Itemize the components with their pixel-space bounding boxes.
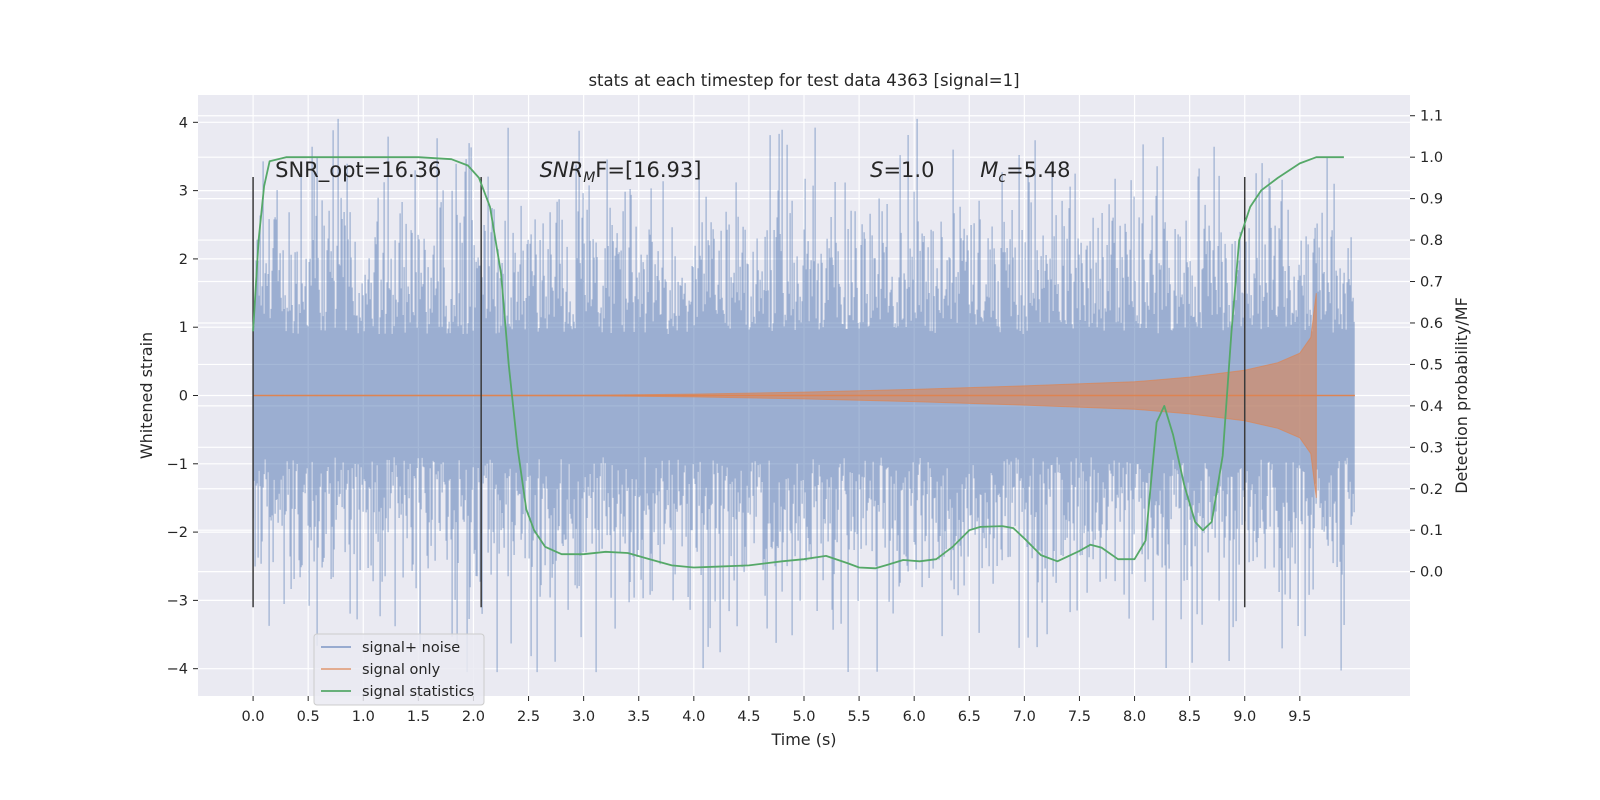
annotation-symbol: SNR	[540, 158, 584, 182]
y-tick-label: −4	[167, 662, 188, 678]
annotation-text: SNR_opt=16.36	[275, 158, 441, 183]
y2-axis-label: Detection probability/MF	[1452, 297, 1471, 494]
y-axis-ticks: 4 3 2 1 0 −1 −2 −3 −4	[167, 115, 198, 678]
y-tick-label: 1	[179, 320, 188, 336]
x-tick-label: 2.0	[462, 709, 485, 725]
y2-tick-label: 0.4	[1420, 399, 1443, 415]
x-tick-label: 8.5	[1178, 709, 1201, 725]
x-tick-label: 6.0	[903, 709, 926, 725]
y2-axis-ticks: 1.1 1.0 0.9 0.8 0.7 0.6 0.5 0.4 0.3 0.2 0.1 0.0	[1410, 109, 1443, 581]
x-tick-label: 3.5	[627, 709, 650, 725]
x-tick-label: 2.5	[517, 709, 540, 725]
annotation-text: Mc=5.48	[980, 158, 1070, 186]
y2-tick-label: 0.5	[1420, 357, 1443, 373]
chart-title: stats at each timestep for test data 436…	[588, 71, 1019, 90]
x-tick-label: 1.5	[407, 709, 430, 725]
legend-label-signal-noise: signal+ noise	[362, 640, 460, 656]
y-axis-label: Whitened strain	[137, 332, 156, 459]
vertical-markers	[252, 176, 1246, 608]
x-tick-label: 5.0	[792, 709, 815, 725]
y2-tick-label: 0.7	[1420, 275, 1443, 291]
annotation-value: F=[16.93]	[595, 158, 701, 182]
legend-label-signal-statistics: signal statistics	[362, 684, 474, 700]
y2-tick-label: 0.1	[1420, 523, 1443, 539]
x-tick-label: 3.0	[572, 709, 595, 725]
annotation-symbol: M	[980, 158, 998, 182]
y-tick-label: 3	[179, 184, 188, 200]
x-tick-label: 4.0	[682, 709, 705, 725]
x-axis-label: Time (s)	[770, 730, 836, 749]
annotation-value: =5.48	[1006, 158, 1070, 182]
y-tick-label: −1	[167, 457, 188, 473]
y2-tick-label: 0.6	[1420, 316, 1443, 332]
x-tick-label: 4.5	[737, 709, 760, 725]
annotation-symbol: S	[870, 158, 883, 182]
signal-statistics-series	[252, 156, 1344, 570]
y-tick-label: 2	[179, 252, 188, 268]
annotation-subscript: M	[583, 170, 595, 186]
x-tick-label: 7.5	[1068, 709, 1091, 725]
annotation-subscript: c	[998, 170, 1006, 186]
y2-tick-label: 0.3	[1420, 440, 1443, 456]
x-tick-label: 6.5	[958, 709, 981, 725]
x-tick-label: 7.0	[1013, 709, 1036, 725]
x-tick-label: 9.0	[1233, 709, 1256, 725]
legend-label-signal-only: signal only	[362, 662, 441, 678]
x-tick-label: 0.5	[297, 709, 320, 725]
y2-tick-label: 1.0	[1420, 150, 1443, 166]
annotation-value: =1.0	[883, 158, 934, 182]
x-tick-label: 0.0	[242, 709, 265, 725]
y-tick-label: −3	[167, 593, 188, 609]
y2-tick-label: 1.1	[1420, 109, 1443, 125]
x-tick-label: 5.5	[848, 709, 871, 725]
x-tick-label: 9.5	[1288, 709, 1311, 725]
annotation-text: S=1.0	[870, 158, 934, 182]
y2-tick-label: 0.0	[1420, 565, 1443, 581]
y2-tick-label: 0.8	[1420, 233, 1443, 249]
annotation-text: SNRMF=[16.93]	[540, 158, 702, 186]
plot-content	[252, 118, 1355, 673]
x-tick-label: 1.0	[352, 709, 375, 725]
x-axis-ticks: 0.0 0.5 1.0 1.5 2.0 2.5 3.0 3.5 4.0 4.5 5.0 5.5 6.0 6…	[242, 696, 1311, 725]
x-tick-label: 8.0	[1123, 709, 1146, 725]
y-tick-label: −2	[167, 525, 188, 541]
y2-tick-label: 0.2	[1420, 482, 1443, 498]
legend-box	[313, 633, 485, 706]
y2-tick-label: 0.9	[1420, 192, 1443, 208]
y-tick-label: 0	[179, 389, 188, 405]
annotations: SNR_opt=16.36 SNRMF=[16.93] S=1.0 Mc=5.48	[275, 158, 1070, 186]
y-tick-label: 4	[179, 115, 188, 131]
legend: signal+ noise signal only signal statist…	[313, 633, 485, 706]
